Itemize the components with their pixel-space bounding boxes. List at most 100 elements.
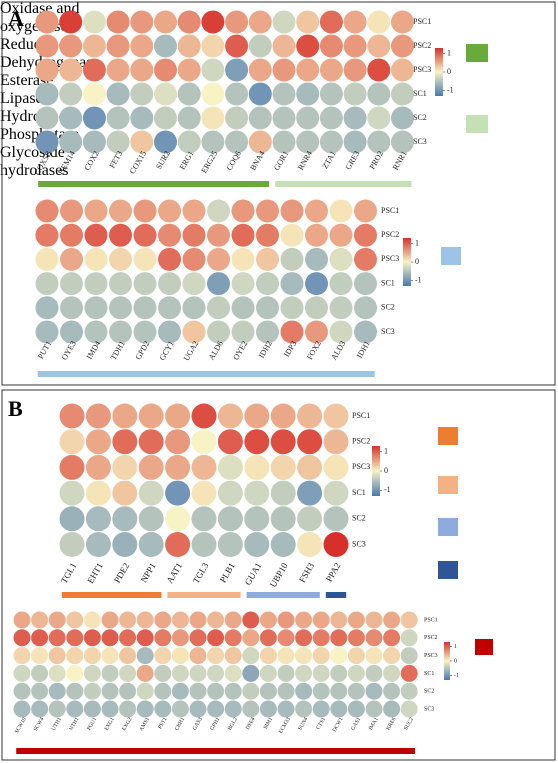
row-label: PSC3 <box>352 462 370 471</box>
dot <box>244 480 270 506</box>
dot <box>119 700 137 718</box>
dot <box>119 664 137 682</box>
dot <box>82 10 106 34</box>
dot <box>248 58 272 82</box>
dot <box>383 611 401 629</box>
dot <box>165 403 191 429</box>
dot <box>201 58 225 82</box>
dot <box>319 82 343 106</box>
dot <box>391 106 414 130</box>
dot <box>31 700 49 718</box>
gene-label: ECM33 <box>278 716 292 734</box>
dot <box>35 296 59 320</box>
row-label: SC3 <box>413 137 427 146</box>
color-tick-label: 0 <box>384 466 388 475</box>
gene-label: PRO2 <box>368 149 386 170</box>
dot <box>177 130 201 154</box>
dot <box>231 247 255 271</box>
dot <box>231 320 255 344</box>
dot <box>207 223 230 247</box>
dot <box>201 130 225 154</box>
gene-label: TGL1 <box>59 561 79 585</box>
dot <box>136 647 154 665</box>
gene-label: UTH1 <box>51 716 63 731</box>
dot <box>259 700 277 718</box>
dot <box>365 664 383 682</box>
dot <box>130 58 154 82</box>
dot <box>365 611 383 629</box>
color-tick-label: 1 <box>447 48 451 57</box>
dot <box>138 532 164 557</box>
dot <box>112 532 138 557</box>
dot <box>329 272 353 296</box>
dot <box>133 199 157 223</box>
dot <box>13 629 31 647</box>
dot <box>244 403 270 429</box>
dot <box>154 130 177 154</box>
dot <box>297 429 323 455</box>
dot <box>66 647 84 665</box>
dot <box>259 664 277 682</box>
dot <box>224 611 242 629</box>
dot <box>383 682 401 700</box>
dot <box>329 296 353 320</box>
legend-swatch <box>441 247 461 265</box>
dot <box>270 506 296 532</box>
row-label: SC2 <box>424 689 434 695</box>
row-label: SC1 <box>352 488 366 497</box>
gene-label: BNA4 <box>248 149 266 172</box>
dot <box>217 532 243 557</box>
dot <box>154 629 172 647</box>
dot <box>191 480 217 506</box>
dot <box>277 700 295 718</box>
dot <box>329 247 353 271</box>
dot <box>83 647 101 665</box>
dot <box>182 247 206 271</box>
dot <box>177 106 201 130</box>
dot <box>367 82 391 106</box>
dot <box>259 647 277 665</box>
color-tick-label: 0 <box>454 658 457 664</box>
dot <box>296 82 320 106</box>
row-label: PSC3 <box>413 65 431 74</box>
dot <box>138 506 164 532</box>
dot <box>13 647 31 665</box>
dot <box>82 58 106 82</box>
dot <box>225 58 249 82</box>
dot <box>323 480 349 506</box>
gene-label: GUA1 <box>243 561 264 587</box>
dot <box>367 130 391 154</box>
dot <box>82 130 106 154</box>
dot <box>66 611 84 629</box>
color-tick-label: 1 <box>384 447 388 456</box>
dot <box>158 199 181 223</box>
row-label: SC2 <box>381 303 395 312</box>
dot <box>109 223 132 247</box>
dot <box>323 532 349 557</box>
dot <box>231 272 255 296</box>
dot <box>207 629 225 647</box>
dot <box>60 223 83 247</box>
dot <box>112 429 138 455</box>
dot <box>354 199 377 223</box>
dot <box>217 454 243 480</box>
dot <box>85 454 111 480</box>
dot <box>391 82 414 106</box>
dot <box>256 223 279 247</box>
dot <box>106 10 130 34</box>
dot <box>242 682 260 700</box>
dot <box>182 296 206 320</box>
dot <box>66 629 84 647</box>
dot <box>154 682 172 700</box>
legend-label: Lipase <box>0 90 43 107</box>
dot <box>85 532 111 557</box>
dot <box>329 223 353 247</box>
dot <box>329 199 353 223</box>
dot <box>136 629 154 647</box>
dot <box>60 247 83 271</box>
dot <box>224 629 242 647</box>
dot <box>248 82 272 106</box>
dot <box>383 629 401 647</box>
dot <box>256 296 279 320</box>
dot <box>106 130 130 154</box>
